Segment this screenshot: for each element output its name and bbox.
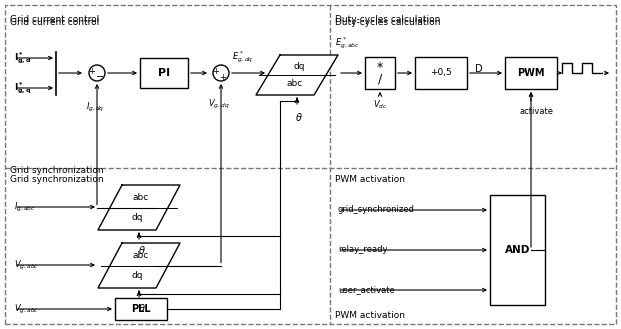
Text: −: − (96, 72, 104, 82)
Text: activate: activate (519, 107, 553, 115)
Text: $\mathbf{I_{g,q}^*}$: $\mathbf{I_{g,q}^*}$ (14, 80, 32, 96)
Text: /: / (378, 72, 382, 85)
Circle shape (89, 65, 105, 81)
Bar (490, 195, 545, 305)
Polygon shape (98, 243, 180, 288)
Text: +: + (89, 66, 96, 75)
Text: $\theta$: $\theta$ (138, 302, 146, 314)
Polygon shape (98, 185, 180, 230)
Text: Duty-cycles calculation: Duty-cycles calculation (335, 15, 440, 24)
Text: PWM activation: PWM activation (335, 175, 405, 184)
Text: Duty-cycles calculation: Duty-cycles calculation (335, 18, 440, 27)
Text: PWM: PWM (517, 68, 545, 78)
Text: *: * (377, 61, 383, 74)
Text: PI: PI (158, 68, 170, 78)
Text: $\mathbf{I_{g,d}^*}$: $\mathbf{I_{g,d}^*}$ (14, 50, 32, 66)
Text: $V_{g,abc}$: $V_{g,abc}$ (14, 302, 39, 316)
Text: user_activate: user_activate (338, 286, 395, 294)
Text: Grid current control: Grid current control (10, 15, 99, 24)
Text: +0,5: +0,5 (430, 68, 452, 78)
Text: PLL: PLL (131, 304, 151, 314)
Bar (505, 57, 557, 89)
Text: +: + (212, 66, 219, 75)
Text: grid_synchronized: grid_synchronized (338, 206, 415, 215)
Text: abc: abc (287, 79, 303, 88)
Text: Grid current control: Grid current control (10, 18, 99, 27)
Text: +: + (220, 73, 227, 83)
Text: $V_{g,abc}$: $V_{g,abc}$ (14, 259, 39, 271)
Text: D: D (475, 64, 483, 74)
Text: PWM activation: PWM activation (335, 311, 405, 320)
Text: $I_{g,abc}$: $I_{g,abc}$ (14, 200, 35, 214)
Polygon shape (256, 55, 338, 95)
Circle shape (213, 65, 229, 81)
Text: dq: dq (131, 271, 143, 280)
Text: relay_ready: relay_ready (338, 245, 388, 255)
Text: abc: abc (133, 193, 149, 202)
Text: Grid synchronization: Grid synchronization (10, 166, 104, 175)
Text: $E_{g,dq}^*$: $E_{g,dq}^*$ (232, 49, 253, 65)
Bar (365, 57, 395, 89)
Text: $\theta$: $\theta$ (138, 244, 146, 256)
Text: $V_{g,dq}$: $V_{g,dq}$ (208, 98, 230, 111)
Bar (415, 57, 467, 89)
Text: $V_{dc}$: $V_{dc}$ (373, 99, 388, 111)
Text: dq: dq (293, 62, 305, 71)
Bar (140, 58, 188, 88)
Text: $\theta$: $\theta$ (295, 111, 303, 123)
Text: Grid synchronization: Grid synchronization (10, 175, 104, 184)
Bar (115, 298, 167, 320)
Text: $I_{g,dq}$: $I_{g,dq}$ (86, 101, 104, 114)
Text: abc: abc (133, 251, 149, 260)
Text: dq: dq (131, 213, 143, 222)
Text: $E_{g,abc}^*$: $E_{g,abc}^*$ (335, 35, 360, 51)
Text: AND: AND (505, 245, 530, 255)
